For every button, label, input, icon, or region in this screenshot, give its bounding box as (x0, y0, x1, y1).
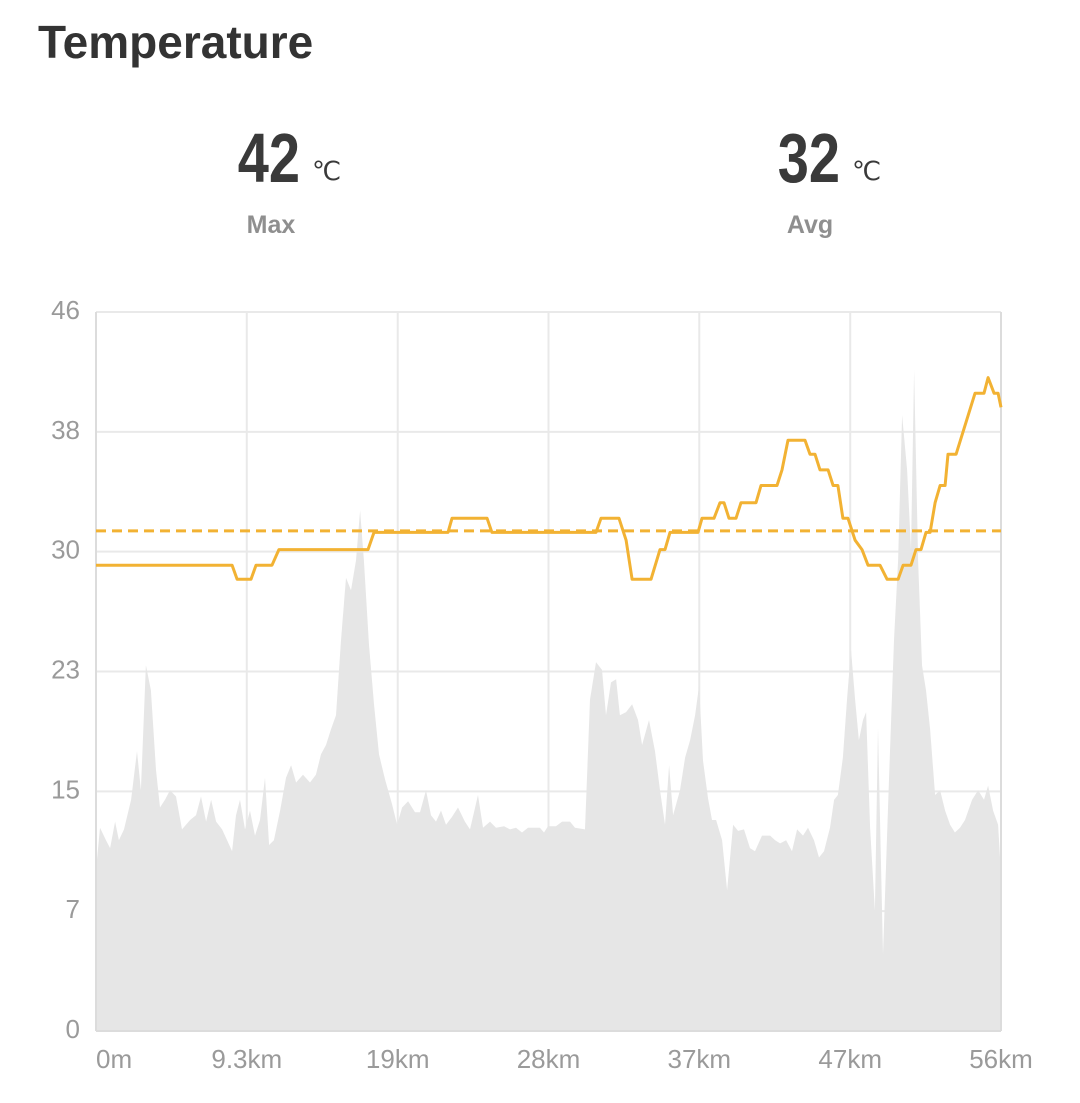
stats: 42 ℃ Max 32 ℃ Avg (238, 120, 881, 239)
y-tick-label: 7 (66, 894, 80, 924)
y-tick-label: 15 (51, 774, 80, 804)
x-tick-label: 37km (667, 1044, 731, 1074)
stat-value: 32 (778, 120, 840, 197)
chart-title: Temperature (38, 16, 313, 68)
x-tick-label: 9.3km (211, 1044, 282, 1074)
y-tick-label: 46 (51, 295, 80, 325)
y-tick-label: 38 (51, 415, 80, 445)
x-tick-label: 19km (366, 1044, 430, 1074)
y-tick-label: 0 (66, 1014, 80, 1044)
stat-unit: ℃ (852, 156, 881, 186)
stat-unit: ℃ (312, 156, 341, 186)
line (96, 376, 1003, 581)
stat-label: Max (247, 211, 296, 239)
x-tick-label: 56km (969, 1044, 1033, 1074)
area (96, 369, 1001, 1031)
stat-value: 42 (238, 120, 300, 197)
y-tick-label: 30 (51, 534, 80, 564)
x-tick-label: 28km (517, 1044, 581, 1074)
y-tick-label: 23 (51, 654, 80, 684)
x-tick-label: 0m (96, 1044, 132, 1074)
stat-label: Avg (787, 211, 833, 239)
x-tick-label: 47km (818, 1044, 882, 1074)
